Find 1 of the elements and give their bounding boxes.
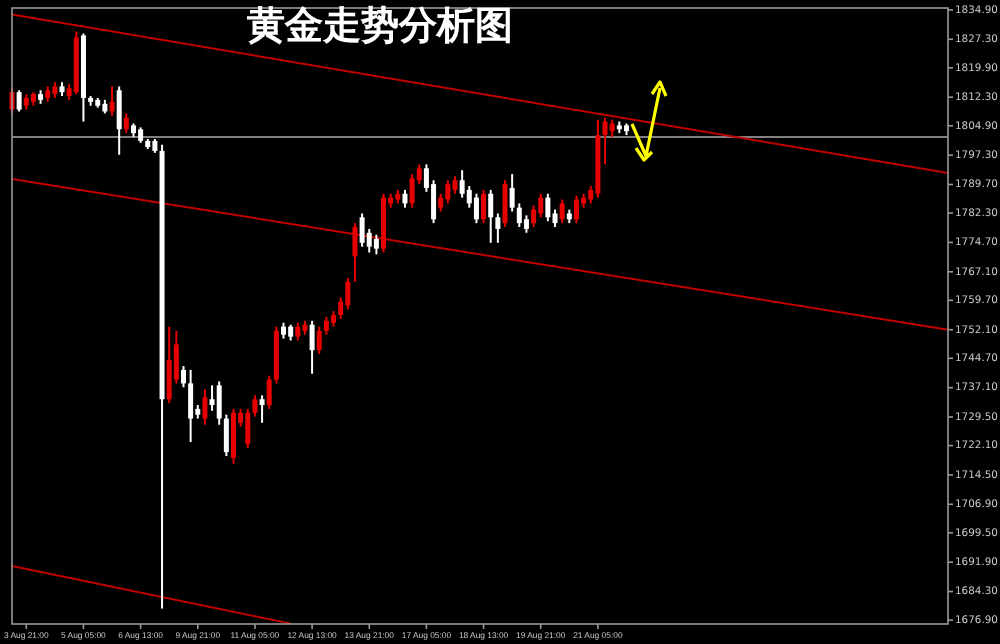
chart-title: 黄金走势分析图 bbox=[245, 4, 513, 48]
